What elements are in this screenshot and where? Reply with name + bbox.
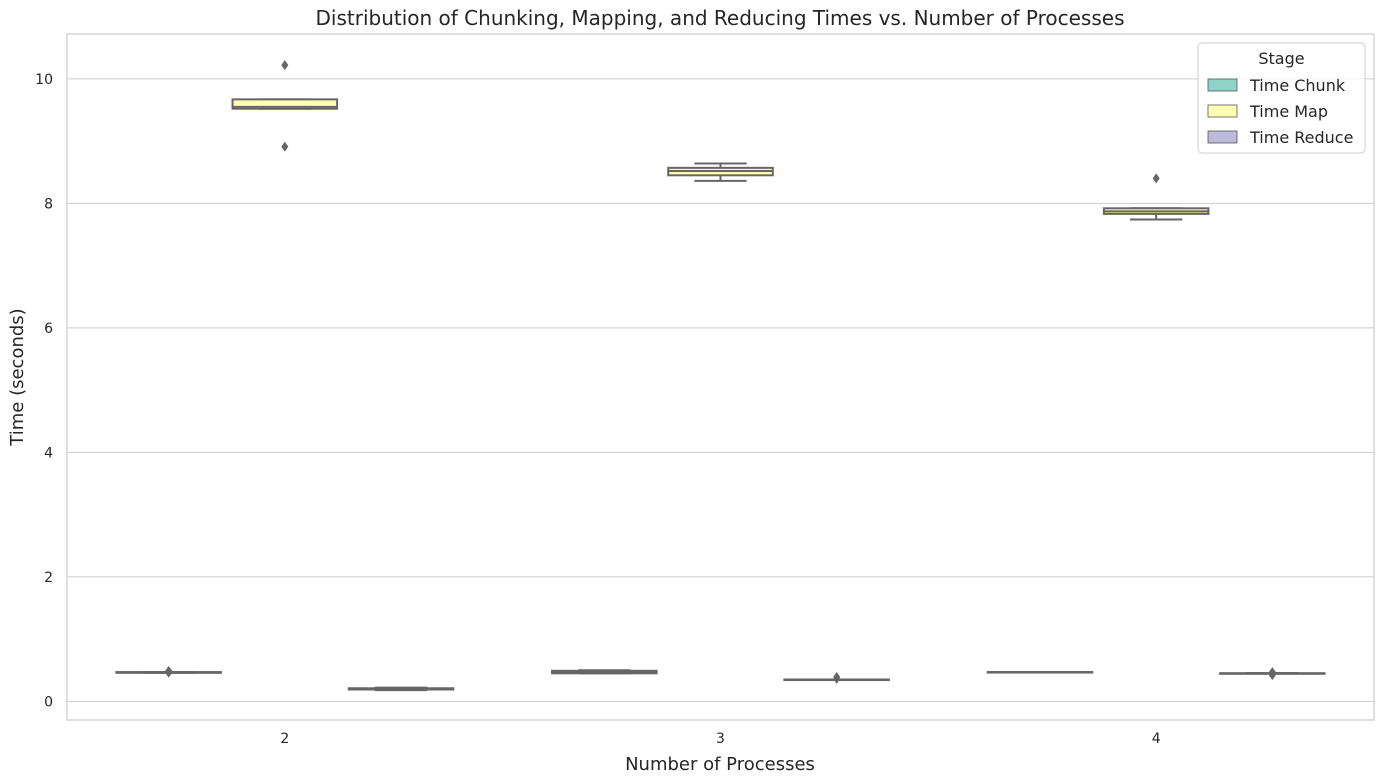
legend-swatch — [1207, 78, 1238, 92]
box-time-reduce — [783, 672, 890, 684]
outlier-point — [281, 141, 289, 152]
outlier-point — [1152, 173, 1160, 184]
outlier-point — [833, 673, 841, 684]
grid-lines — [67, 78, 1374, 702]
plot-frame — [66, 33, 1375, 721]
legend-swatch — [1207, 104, 1238, 118]
y-tick-label: 4 — [44, 445, 53, 461]
y-tick-label: 8 — [44, 196, 53, 212]
x-tick-label: 4 — [1152, 731, 1161, 747]
box-time-map — [231, 60, 339, 152]
y-tick-label: 0 — [44, 694, 53, 710]
box-iqr — [231, 98, 339, 110]
y-tick-label: 6 — [44, 321, 53, 337]
y-axis-label: Time (seconds) — [7, 308, 28, 446]
legend-entry-label: Time Chunk — [1249, 76, 1346, 95]
box-time-reduce — [1219, 667, 1326, 681]
legend-title: Stage — [1258, 49, 1304, 68]
outlier-point — [1268, 670, 1276, 681]
legend: Stage Time Chunk Time Map Time Reduce — [1197, 42, 1366, 154]
legend-entry-label: Time Reduce — [1249, 128, 1353, 147]
box-time-chunk — [551, 669, 658, 675]
chart-title: Distribution of Chunking, Mapping, and R… — [316, 6, 1125, 30]
box-time-map — [1102, 173, 1210, 221]
legend-entry-label: Time Map — [1249, 102, 1328, 121]
legend-swatch — [1207, 130, 1238, 144]
x-axis-ticks: 2 3 4 — [280, 731, 1160, 747]
legend-frame — [1197, 42, 1366, 154]
x-tick-label: 2 — [280, 731, 289, 747]
outlier-point — [165, 667, 173, 678]
y-tick-label: 2 — [44, 570, 53, 586]
x-axis-label: Number of Processes — [625, 754, 815, 775]
box-time-map — [667, 162, 774, 182]
box-time-chunk — [986, 671, 1094, 674]
x-tick-label: 3 — [716, 731, 725, 747]
outlier-point — [281, 60, 289, 71]
y-tick-label: 10 — [35, 72, 53, 88]
plot-area — [115, 60, 1326, 692]
box-time-chunk — [115, 665, 222, 678]
box-time-reduce — [347, 686, 455, 692]
y-axis-ticks: 0 2 4 6 8 10 — [35, 72, 53, 711]
